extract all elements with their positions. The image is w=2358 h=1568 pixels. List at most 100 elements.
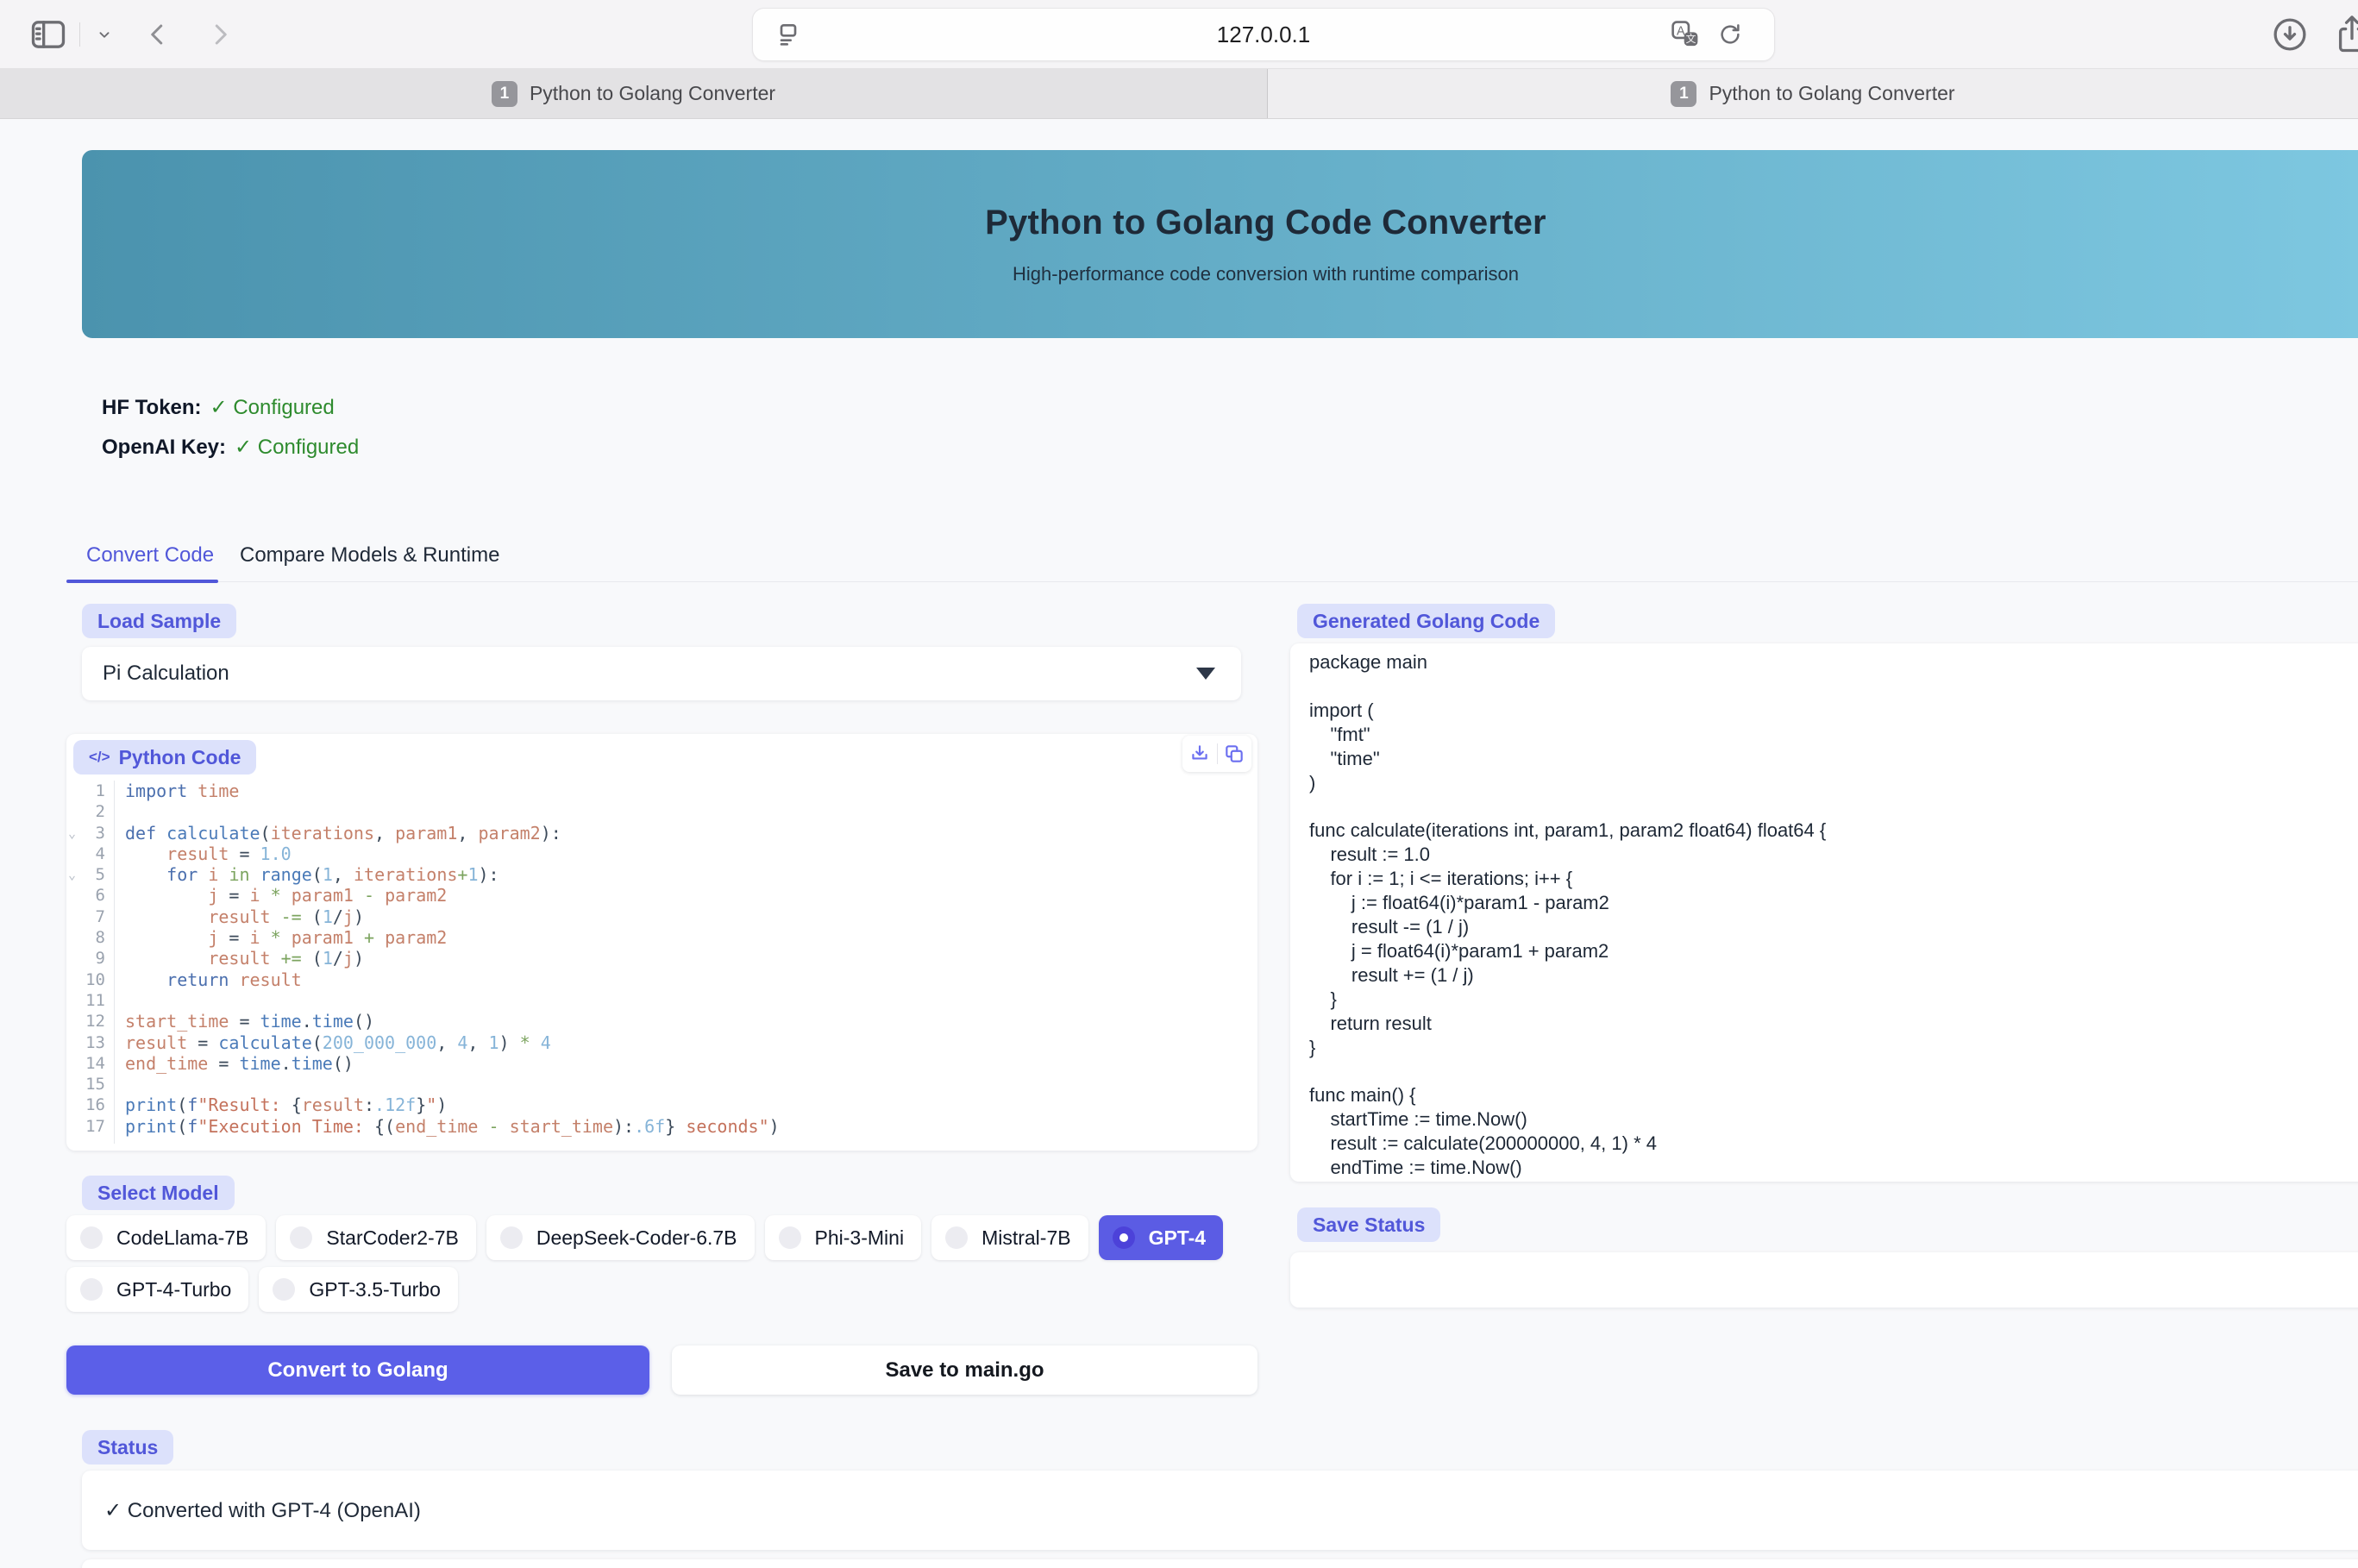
- line-number: 6: [95, 886, 105, 906]
- editor-toolbar: [1182, 736, 1251, 772]
- browser-tab-2[interactable]: 1 Python to Golang Converter: [1268, 69, 2358, 118]
- code-line[interactable]: result = calculate(200_000_000, 4, 1) * …: [125, 1032, 1249, 1053]
- code-line[interactable]: return result: [125, 969, 1249, 990]
- code-line[interactable]: for i in range(1, iterations+1):: [125, 864, 1249, 885]
- python-code-editor[interactable]: 1 2 ⌄ 3 4 ⌄ 5 6 7 8 9 10 11 12 13 14 15 16 17 import time d…: [66, 781, 1257, 1144]
- radio-icon[interactable]: [778, 1226, 801, 1249]
- code-line[interactable]: [125, 1074, 1249, 1094]
- code-line[interactable]: j = i * param1 - param2: [125, 885, 1249, 906]
- sidebar-toggle-icon[interactable]: [28, 16, 68, 53]
- forward-button-icon[interactable]: [200, 16, 240, 53]
- code-token: ):: [478, 864, 499, 886]
- code-token: param2: [478, 822, 541, 844]
- code-line[interactable]: [125, 990, 1249, 1011]
- copy-code-icon[interactable]: [1223, 743, 1245, 765]
- download-code-icon[interactable]: [1188, 743, 1211, 765]
- code-token: }: [665, 1115, 687, 1137]
- model-option-gpt-4-turbo[interactable]: GPT-4-Turbo: [66, 1267, 249, 1312]
- code-token: param2: [385, 885, 448, 906]
- line-number: 17: [85, 1116, 105, 1136]
- code-line[interactable]: end_time = time.time(): [125, 1053, 1249, 1074]
- page-content: Python to Golang Code Converter High-per…: [0, 119, 2358, 1568]
- code-line[interactable]: result -= (1/j): [125, 906, 1249, 927]
- next-section-card-edge: [82, 1559, 2358, 1568]
- fold-chevron-icon[interactable]: ⌄: [68, 825, 77, 841]
- model-option-gpt-3-5-turbo[interactable]: GPT-3.5-Turbo: [259, 1267, 458, 1312]
- model-option-phi-3-mini[interactable]: Phi-3-Mini: [764, 1215, 922, 1260]
- save-status-label: Save Status: [1297, 1207, 1441, 1242]
- code-token: start_time: [509, 1115, 613, 1137]
- status-message: ✓ Converted with GPT-4 (OpenAI): [104, 1498, 421, 1522]
- code-token: [354, 885, 364, 906]
- radio-icon[interactable]: [945, 1226, 969, 1249]
- code-line[interactable]: result += (1/j): [125, 948, 1249, 969]
- fold-chevron-icon[interactable]: ⌄: [68, 867, 77, 883]
- radio-icon[interactable]: [1112, 1226, 1135, 1249]
- tab-convert-code[interactable]: Convert Code: [86, 543, 215, 567]
- code-line[interactable]: def calculate(iterations, param1, param2…: [125, 823, 1249, 844]
- code-token: ):: [613, 1115, 635, 1137]
- url-text[interactable]: 127.0.0.1: [1216, 21, 1311, 47]
- code-line[interactable]: print(f"Result: {result:.12f}"): [125, 1094, 1249, 1115]
- model-option-label: CodeLlama-7B: [116, 1226, 249, 1249]
- page-format-icon[interactable]: [768, 16, 808, 53]
- radio-icon[interactable]: [80, 1278, 103, 1301]
- python-code-label: </> Python Code: [73, 740, 257, 775]
- code-token: result: [239, 969, 302, 990]
- code-line[interactable]: [125, 801, 1249, 822]
- code-token: 1: [467, 864, 479, 886]
- model-option-deepseek-coder-6-7b[interactable]: DeepSeek-Coder-6.7B: [486, 1215, 755, 1260]
- model-option-starcoder2-7b[interactable]: StarCoder2-7B: [276, 1215, 476, 1260]
- code-token: print: [125, 1115, 178, 1137]
- code-token: 1: [322, 864, 333, 886]
- code-token: ): [353, 906, 364, 927]
- code-line[interactable]: result = 1.0: [125, 844, 1249, 864]
- tab-compare-models[interactable]: Compare Models & Runtime: [240, 543, 500, 567]
- code-token: /: [332, 906, 343, 927]
- reload-icon[interactable]: [1710, 16, 1750, 53]
- code-token: ): [353, 948, 364, 969]
- code-token: in: [229, 864, 250, 886]
- model-option-label: StarCoder2-7B: [326, 1226, 459, 1249]
- code-line[interactable]: start_time = time.time(): [125, 1011, 1249, 1032]
- hf-token-value: ✓ Configured: [210, 396, 335, 419]
- code-token: -: [488, 1115, 499, 1137]
- model-option-mistral-7b[interactable]: Mistral-7B: [931, 1215, 1088, 1260]
- downloads-icon[interactable]: [2270, 16, 2310, 53]
- code-token: result: [208, 948, 271, 969]
- line-number-gutter: 1 2 ⌄ 3 4 ⌄ 5 6 7 8 9 10 11 12 13 14 15 16 17: [66, 781, 115, 1144]
- save-button[interactable]: Save to main.go: [672, 1345, 1257, 1395]
- code-lines[interactable]: import time def calculate(iterations, par…: [125, 781, 1249, 1137]
- radio-icon[interactable]: [290, 1226, 313, 1249]
- svg-text:A: A: [1677, 25, 1685, 39]
- code-token: j: [208, 927, 219, 949]
- convert-button[interactable]: Convert to Golang: [66, 1345, 649, 1395]
- code-token: 1.0: [260, 843, 292, 864]
- code-line[interactable]: j = i * param1 + param2: [125, 927, 1249, 948]
- back-button-icon[interactable]: [138, 16, 178, 53]
- radio-icon[interactable]: [273, 1278, 296, 1301]
- model-option-gpt-4[interactable]: GPT-4: [1098, 1215, 1224, 1260]
- browser-tab-1[interactable]: 1 Python to Golang Converter: [0, 69, 1268, 118]
- line-number: 16: [85, 1095, 105, 1115]
- code-token: param1: [291, 885, 354, 906]
- code-token: time: [260, 1011, 302, 1032]
- model-option-label: Mistral-7B: [981, 1226, 1071, 1249]
- model-option-codellama-7b[interactable]: CodeLlama-7B: [66, 1215, 267, 1260]
- page-title: Python to Golang Code Converter: [985, 203, 1546, 241]
- code-token: =: [187, 1032, 219, 1053]
- line-number: 15: [85, 1075, 105, 1094]
- code-line[interactable]: import time: [125, 781, 1249, 801]
- share-icon[interactable]: [2332, 16, 2358, 53]
- sample-dropdown[interactable]: Pi Calculation: [82, 647, 1241, 700]
- radio-icon[interactable]: [499, 1226, 523, 1249]
- status-label: Status: [82, 1430, 174, 1465]
- sidebar-chevron-down-icon[interactable]: [85, 16, 124, 53]
- code-token: j: [208, 885, 219, 906]
- code-line[interactable]: print(f"Execution Time: {(end_time - sta…: [125, 1116, 1249, 1137]
- code-token: [260, 927, 271, 948]
- radio-icon[interactable]: [80, 1226, 103, 1249]
